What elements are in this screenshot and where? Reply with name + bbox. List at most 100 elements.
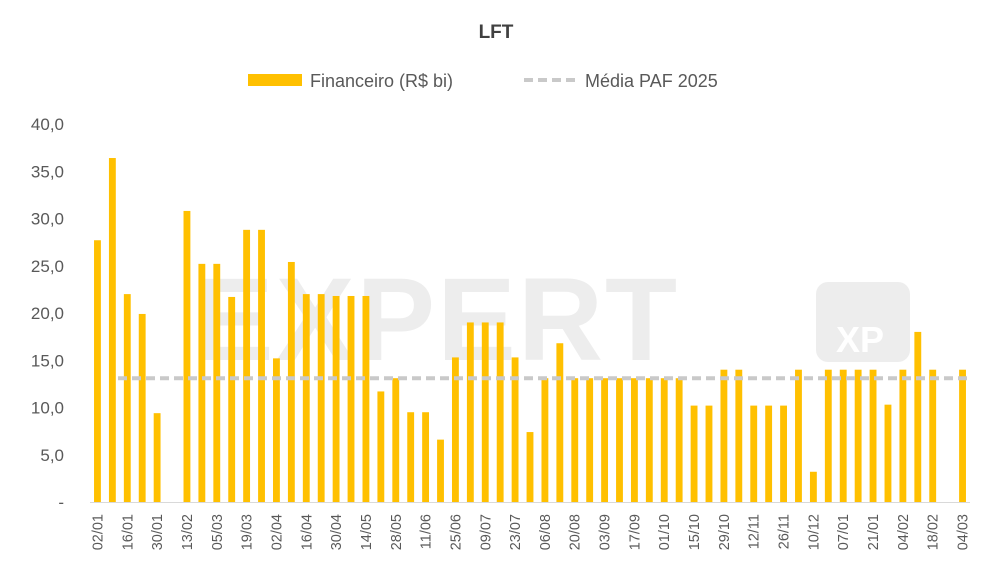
bar [287,261,295,502]
y-tick-label: 25,0 [31,257,64,276]
x-tick-label: 25/06 [448,514,464,550]
x-tick-label: 09/07 [478,514,494,550]
y-tick-label: 40,0 [31,115,64,134]
bar [437,439,444,502]
bar [153,413,161,502]
bar [899,369,907,502]
bar [929,369,937,502]
bar [601,378,609,502]
x-tick-label: 06/08 [538,514,554,550]
bar [780,405,787,502]
bar [108,158,116,502]
y-tick-label: 20,0 [31,304,64,323]
y-tick-label: - [58,493,64,512]
x-tick-label: 01/10 [657,514,673,550]
bar [377,391,385,502]
bar [795,369,802,502]
bar [481,322,489,502]
x-tick-label: 15/10 [687,514,703,550]
bar [735,369,743,502]
y-tick-label: 30,0 [31,210,64,229]
bar [571,378,579,502]
bar [362,295,370,502]
x-tick-label: 02/04 [269,514,285,550]
bar [824,369,832,502]
y-tick-label: 15,0 [31,351,64,370]
bar [94,240,101,503]
bar [466,322,474,502]
x-tick-label: 11/06 [419,514,435,549]
bar [273,358,280,502]
bar [839,369,847,502]
bar [317,294,325,502]
bar [347,295,355,502]
x-tick-label: 28/05 [389,514,405,550]
bar [451,357,459,502]
chart-title: LFT [479,22,514,43]
bar [496,322,504,502]
bar [213,263,221,502]
bar [675,378,683,502]
bar [302,294,310,502]
chart-legend: Financeiro (R$ bi) Média PAF 2025 [248,71,718,91]
x-tick-label: 19/03 [240,514,256,550]
bar [586,378,594,502]
expert-xp-watermark: EXPERT XP [195,254,910,386]
watermark-xp-badge [816,282,910,362]
bar [243,229,251,502]
x-tick-label: 21/01 [866,514,882,550]
bar [138,313,146,502]
bar [645,378,653,502]
bar [526,432,534,502]
bar [869,369,877,502]
bar [690,405,698,502]
y-tick-label: 10,0 [31,399,64,418]
x-tick-label: 16/04 [299,514,315,550]
watermark-xp-text: XP [836,319,884,360]
legend-label-media-paf: Média PAF 2025 [585,71,718,91]
x-tick-label: 20/08 [568,514,584,550]
bar [511,357,519,502]
bar [228,296,236,502]
x-tick-label: 30/01 [150,514,166,550]
x-tick-label: 23/07 [508,514,524,550]
legend-label-financeiro: Financeiro (R$ bi) [310,71,453,91]
x-tick-label: 03/09 [598,514,614,550]
bar [914,331,922,502]
x-tick-label: 13/02 [180,514,196,550]
bar [616,378,623,502]
bar [183,210,191,502]
bar [884,404,892,502]
bar [959,369,966,502]
x-tick-label: 12/11 [747,514,763,549]
bar [407,412,415,502]
bar [630,378,638,502]
x-tick-label: 16/01 [120,514,136,550]
bar [720,369,728,502]
bar [750,405,758,502]
bar [198,263,206,502]
bar [765,405,773,502]
bar [556,343,564,502]
x-tick-label: 02/01 [90,514,106,550]
watermark-expert-text: EXPERT [195,254,679,386]
bar [392,378,400,502]
y-tick-label: 5,0 [40,446,64,465]
bar [258,229,265,502]
bar [809,471,817,502]
bar [660,378,668,502]
x-tick-label: 10/12 [806,514,822,550]
y-axis: - 5,0 10,0 15,0 20,0 25,0 30,0 35,0 40,0 [31,115,64,512]
bar [541,378,549,502]
x-tick-label: 07/01 [836,514,852,550]
x-axis: 02/01 16/01 30/01 13/02 05/03 19/03 02/04 16/04… [90,514,971,550]
bar [854,369,862,502]
x-tick-label: 29/10 [717,514,733,550]
bar-series [94,158,966,503]
bar [332,295,340,502]
x-tick-label: 04/02 [896,514,912,550]
x-tick-label: 14/05 [359,514,375,550]
x-tick-label: 18/02 [926,514,942,550]
x-tick-label: 17/09 [627,514,643,550]
